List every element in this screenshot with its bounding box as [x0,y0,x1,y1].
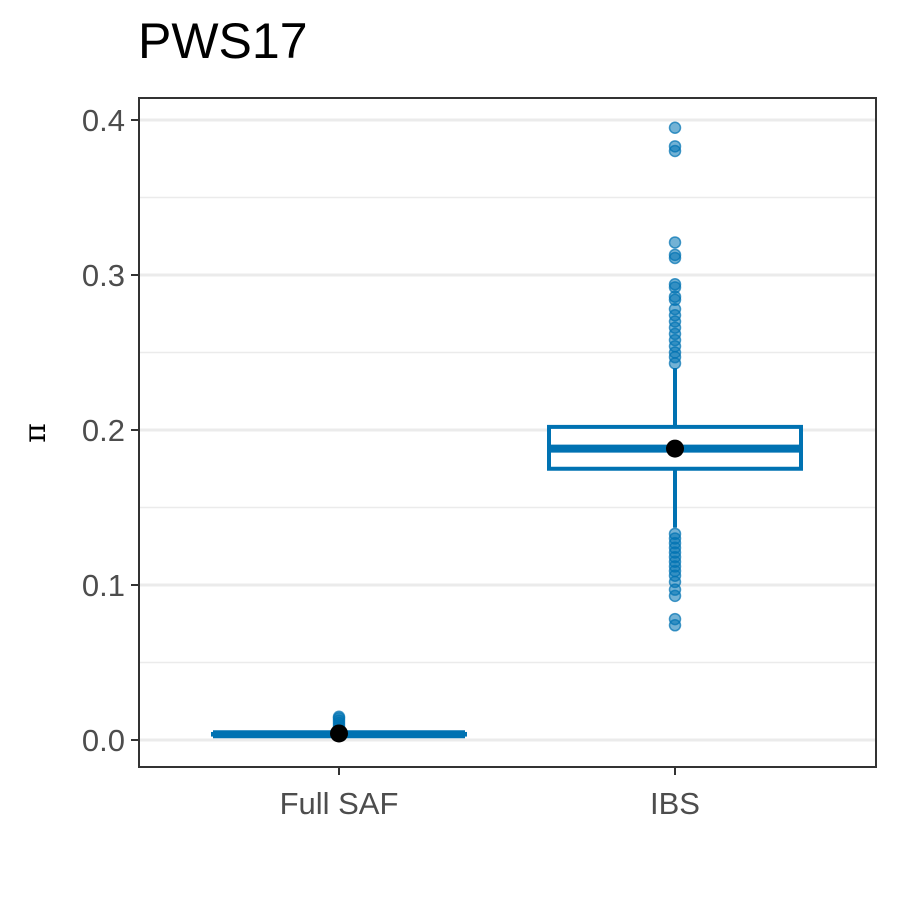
outlier-point [668,527,682,541]
plot-panel-border [138,97,877,768]
outlier-point [668,248,682,262]
y-axis-title: π [18,423,53,443]
box-full-saf [211,710,467,743]
y-tick-label: 0.1 [82,568,125,603]
x-tick-label: Full SAF [280,786,399,821]
outlier-point [668,612,682,626]
x-tick-label: IBS [650,786,700,821]
mean-point [330,724,348,743]
y-tick-label: 0.0 [82,723,125,758]
x-axis: Full SAF IBS [280,767,700,821]
outlier-point [668,278,682,291]
outlier-point [668,121,682,134]
boxes [211,121,803,743]
mean-point [666,439,684,458]
chart-title: PWS17 [138,13,308,69]
y-tick-label: 0.3 [82,258,125,293]
y-axis: 0.0 0.1 0.2 0.3 0.4 [82,103,139,758]
y-tick-label: 0.2 [82,413,125,448]
outlier-point [332,710,346,723]
box-ibs [547,121,803,632]
y-tick-label: 0.4 [82,103,125,138]
outlier-point [668,236,682,249]
outlier-point [668,140,682,153]
